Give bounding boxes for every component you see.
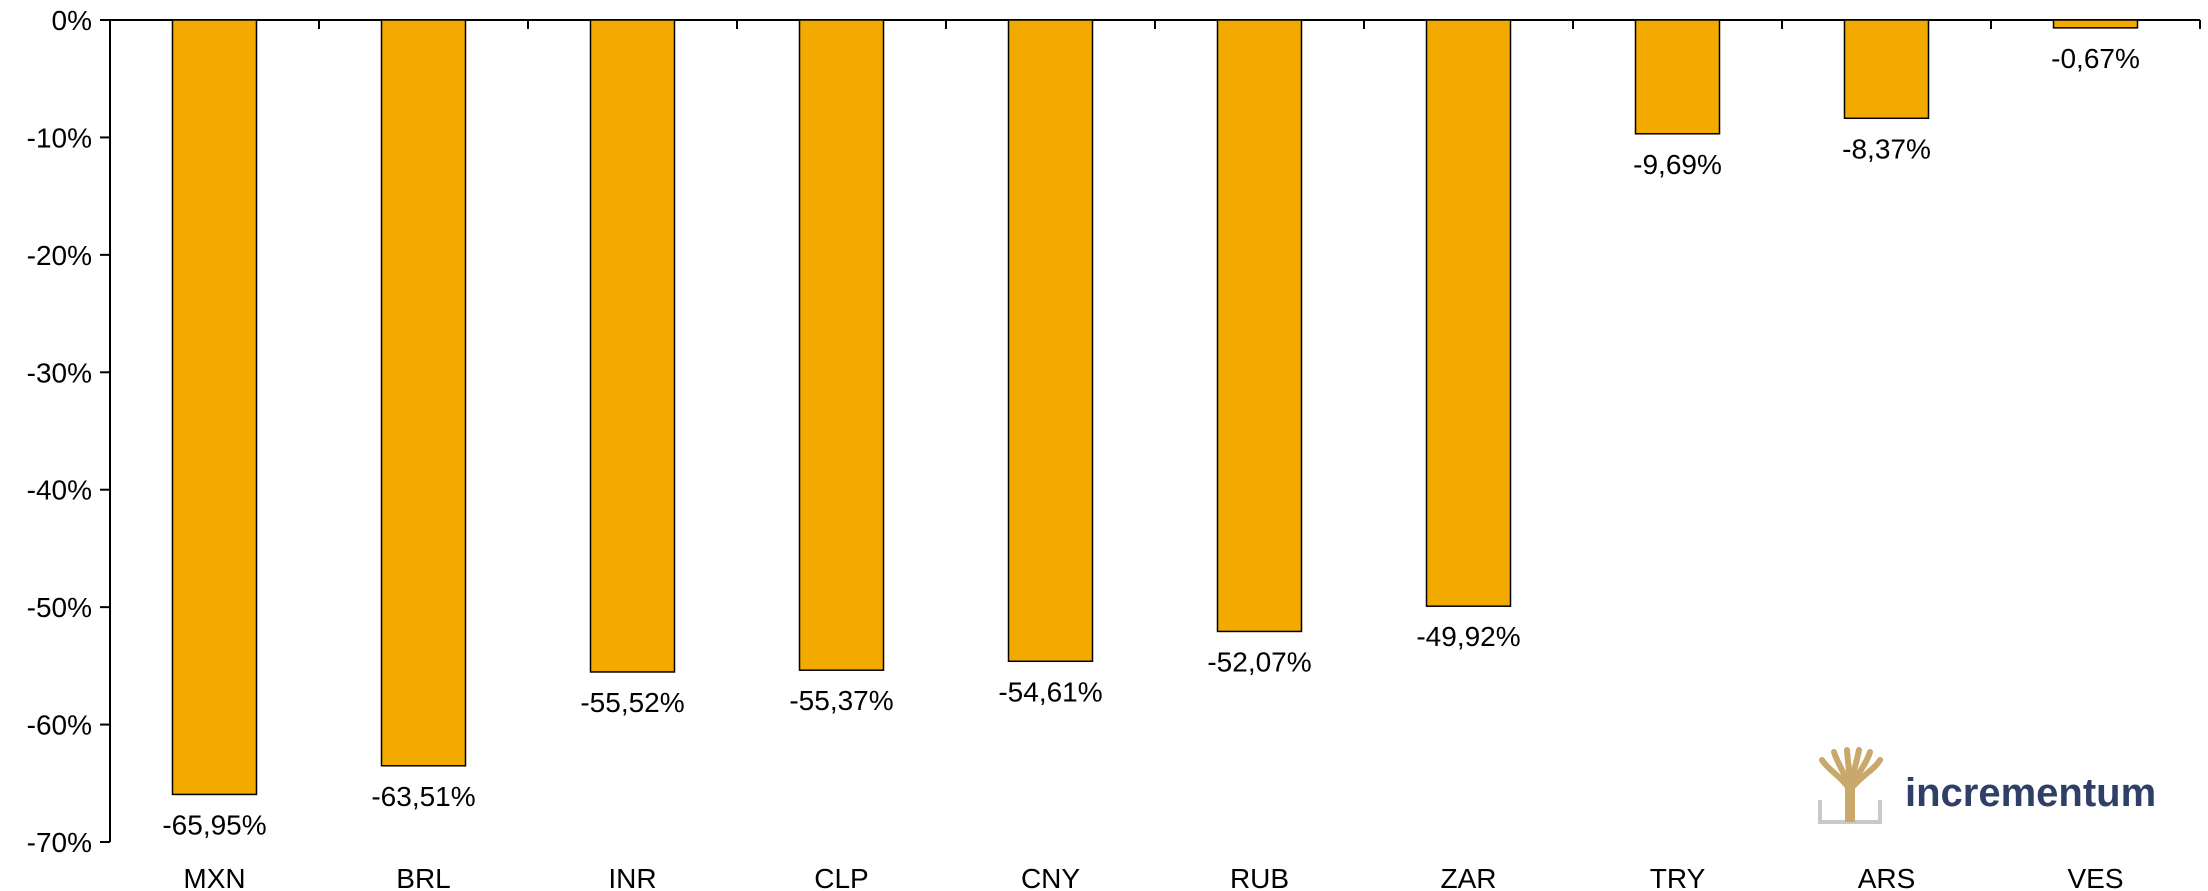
- y-tick-label: -60%: [27, 710, 92, 741]
- logo-text: incrementum: [1905, 771, 2156, 815]
- logo-trunk: [1845, 785, 1855, 822]
- category-label: MXN: [183, 863, 245, 891]
- data-label: -52,07%: [1207, 646, 1311, 677]
- y-tick-label: -20%: [27, 240, 92, 271]
- bar-cny: [1007, 19, 1094, 663]
- category-label: INR: [608, 863, 656, 891]
- category-label: TRY: [1650, 863, 1706, 891]
- y-tick-label: -40%: [27, 475, 92, 506]
- category-label: VES: [2067, 863, 2123, 891]
- category-label: CLP: [814, 863, 868, 891]
- bar-ars: [1843, 19, 1930, 120]
- bar-brl: [380, 19, 467, 767]
- data-label: -9,69%: [1633, 149, 1722, 180]
- category-label: CNY: [1021, 863, 1080, 891]
- logo-branch: [1847, 757, 1883, 793]
- data-label: -63,51%: [371, 781, 475, 812]
- category-label: ARS: [1858, 863, 1916, 891]
- data-label: -54,61%: [998, 676, 1102, 707]
- category-labels: MXN BRL INR CLP CNY RUB ZAR TRY ARS VES: [183, 863, 2123, 891]
- bar-try: [1634, 19, 1721, 135]
- bars: [171, 19, 2139, 796]
- category-label: BRL: [396, 863, 450, 891]
- y-tick-label: -50%: [27, 592, 92, 623]
- data-label: -55,52%: [580, 687, 684, 718]
- bar-clp: [798, 19, 885, 671]
- bar-rub: [1216, 19, 1303, 633]
- category-label: ZAR: [1441, 863, 1497, 891]
- y-axis: 0% -10% -20% -30% -40% -50% -60% -70%: [27, 5, 111, 858]
- y-tick-label: -30%: [27, 357, 92, 388]
- data-label: -49,92%: [1416, 621, 1520, 652]
- bar-ves: [2052, 19, 2139, 29]
- data-label: -0,67%: [2051, 43, 2140, 74]
- data-labels: -65,95% -63,51% -55,52% -55,37% -54,61% -52,0…: [162, 43, 2140, 841]
- bar-inr: [589, 19, 676, 673]
- y-tick-label: -70%: [27, 827, 92, 858]
- bar-zar: [1425, 19, 1512, 607]
- category-label: RUB: [1230, 863, 1289, 891]
- data-label: -8,37%: [1842, 133, 1931, 164]
- incrementum-logo: incrementum: [1818, 747, 2156, 824]
- data-label: -55,37%: [789, 685, 893, 716]
- bar-mxn: [171, 19, 258, 796]
- y-tick-label: -10%: [27, 122, 92, 153]
- data-label: -65,95%: [162, 809, 266, 840]
- tree-logo-icon: [1818, 747, 1883, 824]
- y-tick-label: 0%: [52, 5, 92, 36]
